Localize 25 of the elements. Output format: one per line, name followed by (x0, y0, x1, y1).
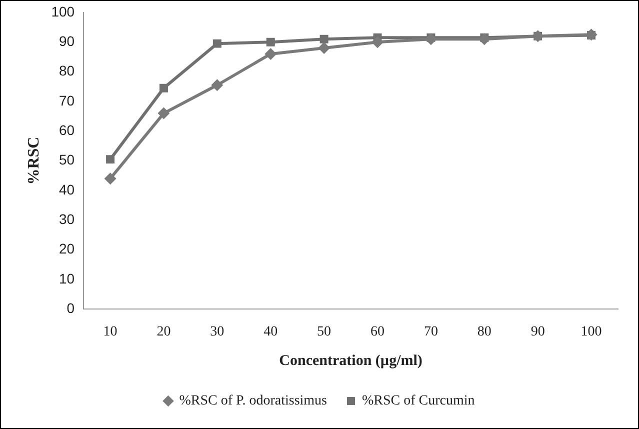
legend-label: %RSC of P. odoratissimus (179, 394, 328, 409)
x-tick-label: 40 (264, 324, 278, 340)
y-tick-label: 100 (51, 3, 75, 20)
x-tick-label: 80 (477, 324, 492, 340)
y-tick-label: 50 (58, 152, 75, 168)
x-tick-label: 90 (530, 324, 545, 340)
legend-label: %RSC of Curcumin (362, 394, 475, 409)
x-tick-label: 50 (317, 324, 332, 340)
y-tick-label: 40 (58, 181, 75, 198)
x-tick-label: 100 (580, 324, 602, 340)
y-tick-label: 80 (58, 62, 75, 79)
x-tick-label: 30 (210, 324, 224, 340)
y-tick-label: 20 (58, 240, 75, 257)
y-tick-label: 60 (58, 122, 75, 138)
y-tick-label: 30 (58, 211, 75, 228)
x-axis-title: Concentration (µg/ml) (279, 352, 422, 369)
y-tick-label: 0 (66, 300, 75, 316)
x-tick-label: 10 (103, 324, 118, 340)
y-axis-title: %RSC (26, 136, 43, 185)
x-tick-label: 70 (424, 324, 438, 340)
y-tick-label: 10 (58, 270, 75, 286)
y-tick-label: 90 (58, 32, 75, 49)
x-tick-label: 20 (156, 324, 171, 340)
x-tick-label: 60 (370, 324, 384, 340)
y-tick-label: 70 (58, 92, 75, 108)
